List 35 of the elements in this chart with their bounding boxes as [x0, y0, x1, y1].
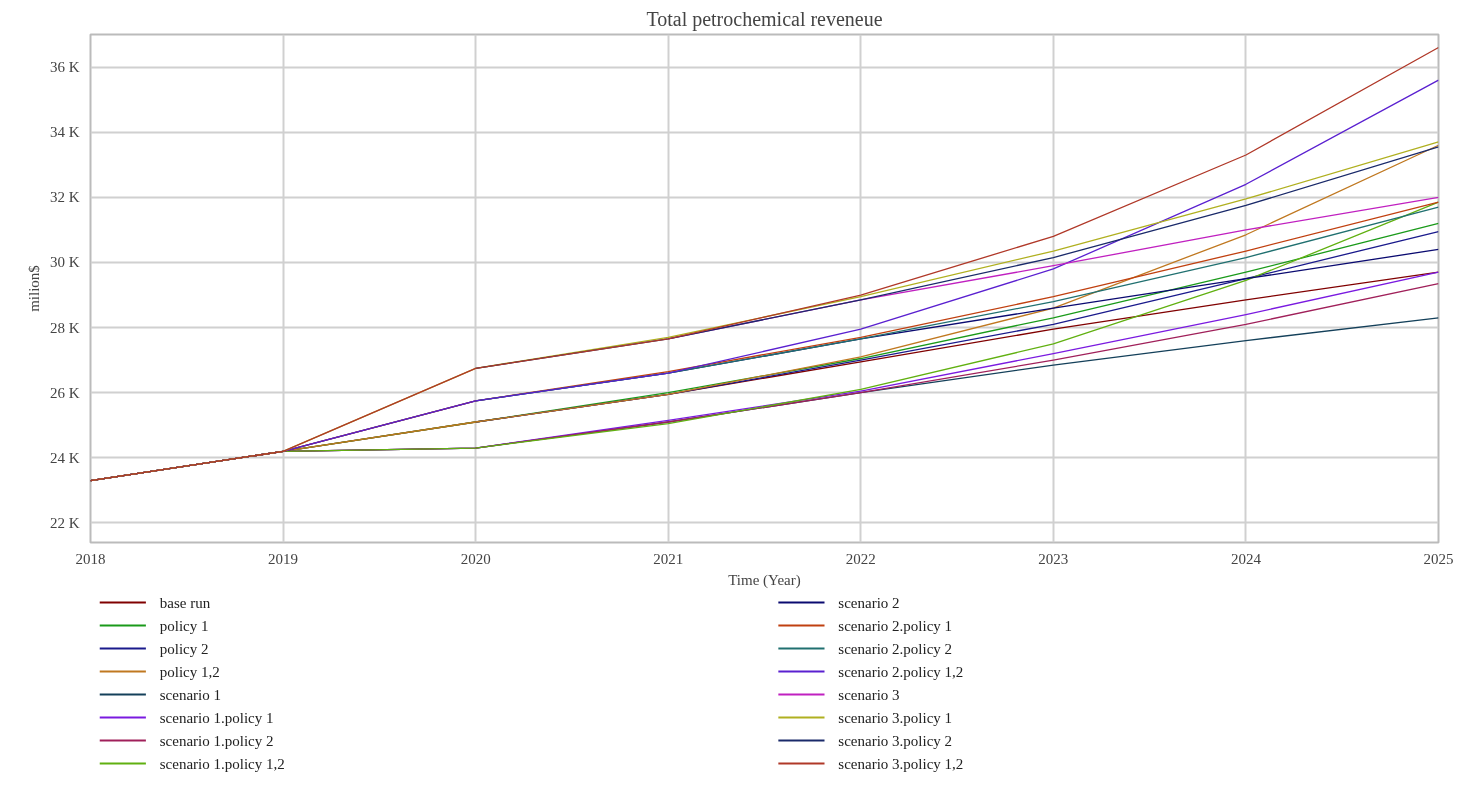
legend-label: scenario 3.policy 1,2: [838, 755, 964, 772]
y-tick-label: 36 K: [49, 59, 80, 76]
x-tick-label: 2025: [1423, 550, 1454, 567]
legend-label: policy 2: [159, 640, 209, 657]
x-tick-label: 2020: [460, 550, 491, 567]
y-tick-label: 34 K: [49, 124, 80, 141]
legend-label: scenario 3: [838, 686, 900, 703]
legend-label: base run: [159, 594, 211, 611]
legend-label: scenario 1.policy 1: [159, 709, 274, 726]
y-tick-label: 26 K: [49, 384, 80, 401]
x-tick-label: 2024: [1230, 550, 1262, 567]
legend-label: policy 1,2: [159, 663, 220, 680]
legend-label: scenario 3.policy 2: [838, 732, 953, 749]
y-tick-label: 24 K: [49, 449, 80, 466]
x-tick-label: 2018: [75, 550, 106, 567]
legend-label: scenario 2.policy 1: [838, 617, 953, 634]
y-tick-label: 28 K: [49, 319, 80, 336]
y-tick-label: 22 K: [49, 514, 80, 531]
legend-label: scenario 2.policy 2: [838, 640, 953, 657]
y-tick-label: 32 K: [49, 189, 80, 206]
x-axis-title: Time (Year): [728, 571, 801, 589]
chart-title: Total petrochemical reveneue: [646, 7, 883, 31]
y-axis-title: milion$: [25, 264, 42, 312]
x-tick-label: 2022: [845, 550, 876, 567]
legend-label: scenario 1.policy 1,2: [159, 755, 285, 772]
x-tick-label: 2023: [1038, 550, 1069, 567]
x-tick-label: 2021: [653, 550, 684, 567]
x-tick-label: 2019: [268, 550, 299, 567]
y-tick-label: 30 K: [49, 254, 80, 271]
legend-label: scenario 1: [159, 686, 221, 703]
legend-label: scenario 2.policy 1,2: [838, 663, 964, 680]
legend-label: scenario 2: [838, 594, 900, 611]
legend-label: policy 1: [159, 617, 209, 634]
legend-label: scenario 3.policy 1: [838, 709, 953, 726]
legend-label: scenario 1.policy 2: [159, 732, 274, 749]
